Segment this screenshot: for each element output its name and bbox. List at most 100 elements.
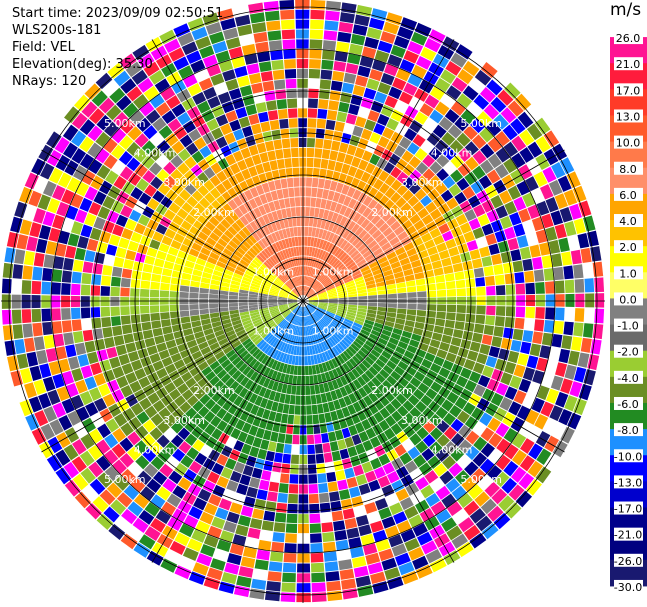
range-gate bbox=[361, 325, 372, 333]
range-gate bbox=[243, 273, 253, 280]
range-gate bbox=[229, 211, 239, 222]
range-gate bbox=[427, 188, 440, 201]
range-gate bbox=[182, 355, 194, 365]
range-gate bbox=[138, 376, 151, 389]
range-gate bbox=[427, 345, 439, 356]
range-gate bbox=[381, 242, 392, 252]
range-gate bbox=[214, 265, 225, 273]
range-gate bbox=[103, 254, 115, 266]
range-gate bbox=[172, 508, 188, 523]
range-gate bbox=[29, 365, 42, 381]
range-gate bbox=[267, 571, 282, 582]
range-gate bbox=[429, 175, 442, 188]
range-gate bbox=[212, 149, 225, 162]
range-gate bbox=[298, 266, 301, 276]
range-gate bbox=[233, 128, 245, 141]
range-gate bbox=[494, 230, 507, 243]
range-gate bbox=[590, 339, 602, 355]
range-gate bbox=[238, 515, 251, 527]
range-gate bbox=[1, 278, 12, 294]
range-gate bbox=[72, 259, 84, 272]
range-gate bbox=[182, 547, 199, 562]
range-gate bbox=[248, 330, 258, 338]
range-gate bbox=[321, 277, 330, 285]
range-gate bbox=[381, 211, 393, 222]
range-gate bbox=[221, 277, 231, 284]
range-gate bbox=[118, 353, 130, 366]
range-gate bbox=[155, 387, 168, 399]
range-gate bbox=[162, 478, 177, 493]
range-ring-label: 5.00km bbox=[460, 117, 502, 130]
range-gate bbox=[353, 464, 365, 477]
range-gate bbox=[110, 306, 120, 317]
range-gate bbox=[322, 442, 331, 453]
range-gate bbox=[321, 317, 330, 325]
range-gate bbox=[203, 266, 214, 275]
range-gate bbox=[126, 86, 143, 102]
range-gate bbox=[71, 112, 88, 130]
range-gate bbox=[298, 494, 309, 504]
range-gate bbox=[232, 5, 249, 17]
range-gate bbox=[402, 163, 415, 176]
range-gate bbox=[518, 208, 531, 223]
range-gate bbox=[70, 394, 84, 410]
range-gate bbox=[326, 326, 334, 335]
range-gate bbox=[140, 313, 151, 323]
range-gate bbox=[324, 350, 331, 361]
range-gate bbox=[270, 309, 280, 315]
range-gate bbox=[472, 227, 485, 239]
range-gate bbox=[88, 108, 105, 125]
range-gate bbox=[293, 345, 298, 356]
range-gate bbox=[328, 301, 338, 304]
range-gate bbox=[397, 26, 414, 40]
range-gate bbox=[450, 101, 466, 116]
range-gate bbox=[385, 493, 399, 506]
range-gate bbox=[340, 92, 352, 104]
range-gate bbox=[168, 470, 183, 485]
range-gate bbox=[368, 391, 379, 403]
range-gate bbox=[312, 268, 318, 278]
range-gate bbox=[361, 150, 373, 162]
range-gate bbox=[261, 281, 271, 288]
range-gate bbox=[282, 572, 296, 583]
range-gate bbox=[373, 388, 384, 399]
range-gate bbox=[289, 268, 295, 278]
range-gate bbox=[127, 501, 144, 517]
range-gate bbox=[504, 201, 518, 215]
range-gate bbox=[235, 359, 245, 370]
range-gate bbox=[70, 221, 84, 235]
range-gate bbox=[328, 303, 338, 306]
range-gate bbox=[318, 249, 324, 259]
range-gate bbox=[541, 213, 554, 229]
range-gate bbox=[322, 340, 330, 351]
range-gate bbox=[287, 217, 293, 228]
range-gate bbox=[259, 265, 269, 274]
range-gate bbox=[263, 367, 271, 377]
range-gate bbox=[395, 393, 407, 405]
range-gate bbox=[310, 355, 315, 365]
range-gate bbox=[163, 427, 177, 441]
range-gate bbox=[188, 506, 203, 520]
range-gate bbox=[277, 433, 286, 444]
range-gate bbox=[203, 410, 216, 423]
range-gate bbox=[495, 147, 510, 163]
range-gate bbox=[316, 354, 322, 364]
range-gate bbox=[177, 111, 191, 126]
range-gate bbox=[194, 388, 206, 400]
range-gate bbox=[197, 123, 210, 137]
range-gate bbox=[347, 309, 357, 314]
range-gate bbox=[184, 433, 198, 447]
range-gate bbox=[241, 256, 252, 265]
range-gate bbox=[173, 233, 185, 244]
range-gate bbox=[358, 302, 368, 306]
range-gate bbox=[304, 365, 309, 376]
range-gate bbox=[214, 242, 225, 252]
range-gate bbox=[295, 19, 310, 29]
range-gate bbox=[268, 305, 278, 310]
range-gate bbox=[462, 186, 476, 200]
range-gate bbox=[499, 215, 513, 229]
range-gate bbox=[256, 142, 267, 154]
range-gate bbox=[254, 242, 264, 252]
range-gate bbox=[471, 407, 485, 421]
range-gate bbox=[341, 2, 357, 14]
